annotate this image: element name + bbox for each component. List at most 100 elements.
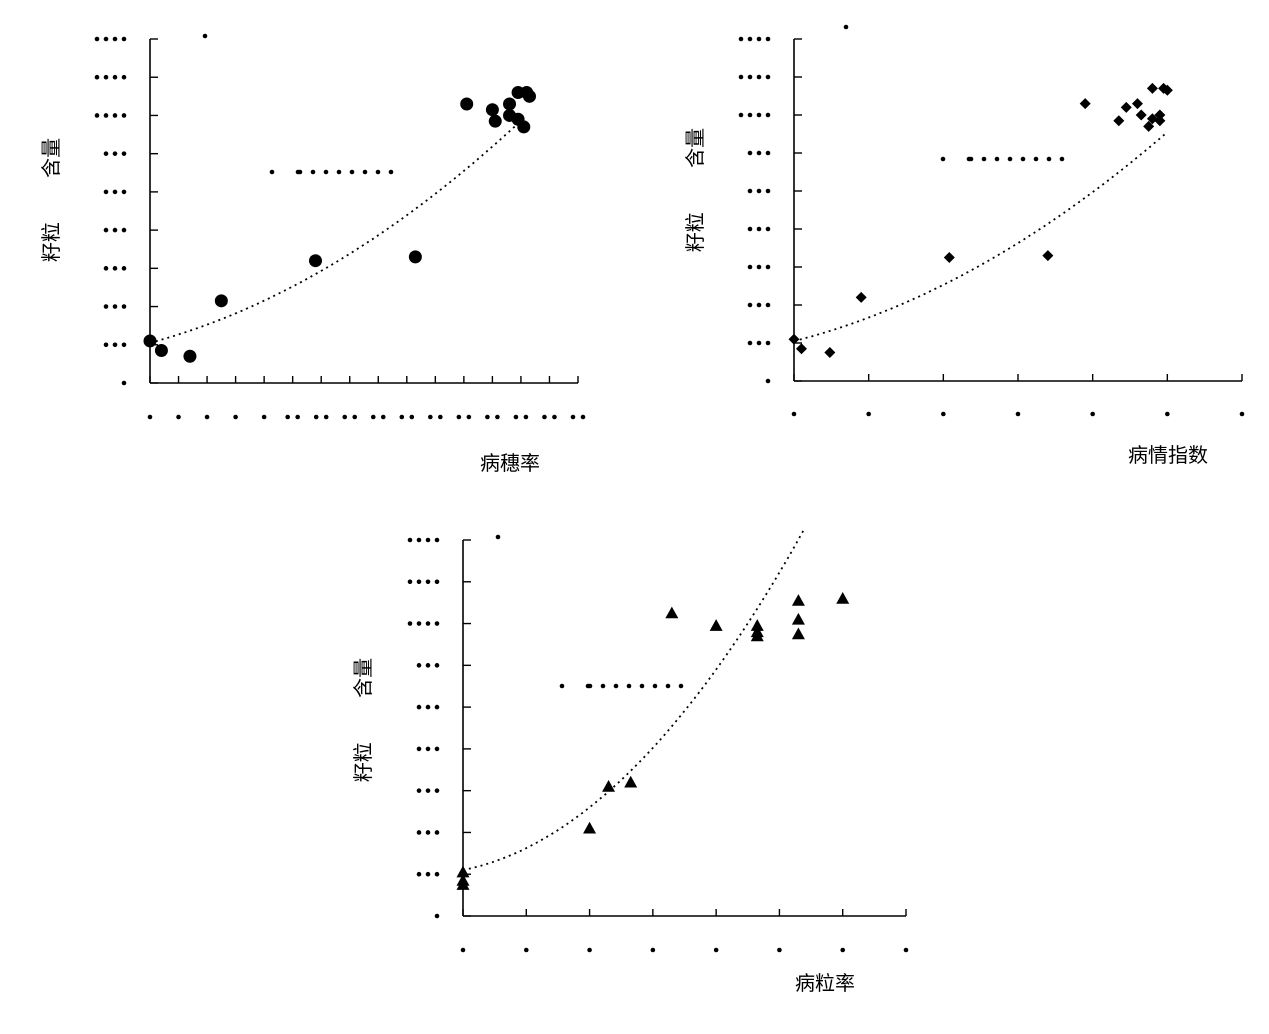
equation-label bbox=[375, 169, 381, 175]
y-tick-label bbox=[425, 537, 431, 543]
annotation-dot bbox=[202, 33, 208, 39]
y-tick-label bbox=[434, 704, 440, 710]
y-tick-label bbox=[121, 304, 127, 309]
equation-label bbox=[362, 169, 368, 175]
y-tick-label bbox=[121, 227, 127, 233]
y-tick-label bbox=[765, 226, 771, 232]
x-tick-label bbox=[485, 414, 490, 420]
equation-label bbox=[981, 156, 987, 162]
data-point bbox=[1143, 120, 1155, 132]
y-tick-label bbox=[416, 746, 422, 752]
y-axis-title: 籽粒 含量 bbox=[351, 658, 375, 782]
annotation-dot bbox=[843, 24, 849, 30]
y-tick-label bbox=[434, 788, 440, 793]
data-point bbox=[522, 89, 536, 103]
data-point bbox=[488, 114, 502, 128]
x-axis-title: 病穗率 bbox=[480, 451, 540, 475]
y-tick-label bbox=[112, 113, 118, 118]
equation-label bbox=[323, 169, 329, 175]
data-point bbox=[943, 252, 955, 263]
data-point bbox=[1131, 98, 1143, 110]
x-tick-label bbox=[513, 414, 519, 420]
y-tick-label bbox=[416, 871, 422, 877]
y-tick-label bbox=[121, 266, 127, 271]
y-tick-label bbox=[425, 871, 431, 877]
data-point bbox=[709, 619, 723, 631]
y-tick-label bbox=[416, 537, 422, 543]
y-tick-label bbox=[765, 340, 771, 346]
y-tick-label bbox=[425, 704, 431, 710]
data-point bbox=[485, 103, 499, 117]
x-axis-title: 病粒率 bbox=[795, 971, 855, 995]
x-tick-label bbox=[233, 414, 238, 420]
y-tick-label bbox=[103, 151, 109, 156]
equation-label bbox=[336, 169, 342, 175]
equation-label bbox=[600, 683, 606, 689]
y-tick-label bbox=[112, 151, 118, 156]
x-tick-label bbox=[1239, 411, 1245, 417]
x-tick-label bbox=[295, 414, 300, 420]
y-tick-label bbox=[425, 663, 431, 668]
y-tick-label bbox=[103, 74, 109, 80]
y-tick-label bbox=[121, 36, 127, 42]
y-tick-label bbox=[434, 579, 440, 585]
x-tick-label bbox=[903, 947, 909, 953]
equation-label bbox=[665, 683, 671, 689]
y-tick-label bbox=[121, 189, 127, 195]
annotation-dot bbox=[495, 534, 501, 540]
x-tick-label bbox=[495, 414, 500, 420]
x-tick-label bbox=[542, 414, 547, 420]
data-point bbox=[624, 775, 638, 788]
equation-label bbox=[1046, 156, 1052, 162]
y-tick-label bbox=[756, 36, 762, 42]
y-tick-label bbox=[121, 113, 127, 118]
data-point bbox=[308, 254, 322, 268]
equation-label bbox=[968, 156, 974, 162]
data-point bbox=[788, 333, 800, 345]
y-tick-label bbox=[747, 302, 753, 308]
data-point bbox=[791, 627, 805, 640]
y-tick-label bbox=[738, 36, 744, 42]
y-tick-label bbox=[434, 913, 440, 919]
data-point bbox=[183, 349, 197, 363]
y-tick-label bbox=[765, 150, 771, 156]
data-point bbox=[1113, 115, 1125, 127]
y-tick-label bbox=[103, 266, 109, 271]
x-tick-label bbox=[204, 414, 210, 420]
y-tick-label bbox=[747, 264, 753, 270]
y-tick-label bbox=[765, 188, 771, 194]
x-tick-label bbox=[285, 414, 290, 420]
x-tick-label bbox=[1015, 411, 1021, 417]
y-tick-label bbox=[103, 227, 109, 233]
data-point bbox=[456, 865, 470, 878]
y-tick-label bbox=[434, 871, 440, 877]
x-tick-label bbox=[370, 414, 376, 420]
equation-label bbox=[349, 169, 355, 175]
x-tick-label bbox=[323, 414, 329, 420]
x-tick-label bbox=[777, 947, 782, 953]
equation-label bbox=[626, 683, 632, 689]
y-tick-label bbox=[407, 537, 413, 543]
equation-label bbox=[1020, 156, 1026, 162]
y-tick-label bbox=[738, 74, 744, 80]
y-tick-label bbox=[121, 342, 127, 348]
data-point bbox=[503, 97, 517, 111]
x-tick-label bbox=[791, 411, 797, 417]
x-tick-label bbox=[580, 414, 586, 420]
data-point bbox=[143, 334, 157, 348]
y-tick-label bbox=[416, 704, 422, 710]
data-point bbox=[1146, 82, 1158, 94]
x-tick-label bbox=[570, 414, 576, 420]
y-tick-label bbox=[416, 830, 422, 835]
y-tick-label bbox=[416, 788, 422, 793]
equation-label bbox=[1007, 156, 1013, 162]
x-tick-label bbox=[523, 947, 529, 953]
x-tick-label bbox=[313, 414, 319, 420]
equation-label bbox=[652, 683, 658, 689]
y-axis-title: 籽粒 含量 bbox=[39, 138, 63, 262]
data-point bbox=[791, 612, 805, 625]
equation-label bbox=[678, 683, 684, 689]
y-tick-label bbox=[425, 621, 431, 626]
x-tick-label bbox=[587, 947, 592, 953]
